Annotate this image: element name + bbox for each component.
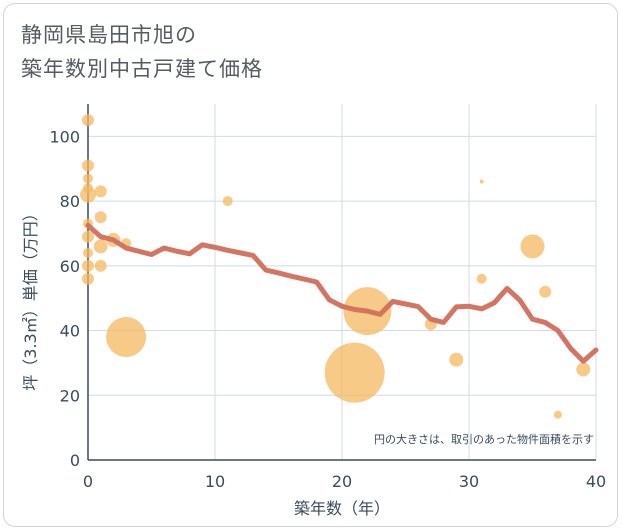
bubble-point <box>553 410 562 419</box>
bubble-point <box>82 259 94 272</box>
chart-title-line-1: 静岡県島田市旭の <box>21 23 197 47</box>
bubble-point <box>222 196 233 207</box>
x-axis-ticks: 0 10 20 30 40 <box>83 472 606 491</box>
bubble-point <box>83 173 93 184</box>
bubble-point <box>82 159 94 172</box>
y-axis-ticks: 0 20 40 60 80 100 <box>49 127 80 470</box>
transaction-bubbles <box>80 114 591 419</box>
bubble-point <box>449 352 464 367</box>
y-tick-label: 80 <box>60 192 80 211</box>
bubble-point <box>94 211 107 224</box>
bubble-point <box>94 185 107 198</box>
bubble-point <box>80 186 96 203</box>
y-axis-label: 坪（3.3㎡）単価（万円） <box>21 205 40 390</box>
bubble-point <box>476 273 487 284</box>
bubble-size-note: 円の大きさは、取引のあった物件面積を示す <box>374 432 594 446</box>
x-tick-label: 0 <box>83 472 93 491</box>
x-tick-label: 10 <box>205 472 225 491</box>
x-axis-label: 築年数（年） <box>294 499 390 518</box>
gridlines <box>87 104 597 461</box>
y-tick-label: 20 <box>60 386 80 405</box>
average-line-series <box>85 222 599 364</box>
x-tick-label: 30 <box>459 472 479 491</box>
average-price-line <box>85 222 599 364</box>
chart-title-line-2: 築年数別中古戸建て価格 <box>21 57 263 81</box>
y-tick-label: 40 <box>60 322 80 341</box>
bubble-point <box>83 247 93 258</box>
bubble-point <box>82 114 94 127</box>
bubble-point <box>324 342 385 403</box>
x-tick-label: 40 <box>586 472 606 491</box>
bubble-point <box>520 234 545 259</box>
bubble-point <box>94 259 107 272</box>
y-tick-label: 100 <box>49 127 80 146</box>
y-tick-label: 60 <box>60 257 80 276</box>
bubble-point <box>82 230 94 243</box>
bubble-point <box>93 239 108 254</box>
x-tick-label: 20 <box>332 472 352 491</box>
bubble-point <box>82 272 94 285</box>
bubble-point <box>479 179 484 184</box>
y-tick-label: 0 <box>70 451 80 470</box>
bubble-point <box>539 285 552 298</box>
bubble-point <box>576 362 591 377</box>
chart-title: 静岡県島田市旭の 築年数別中古戸建て価格 <box>21 18 263 86</box>
bubble-point <box>106 317 147 358</box>
